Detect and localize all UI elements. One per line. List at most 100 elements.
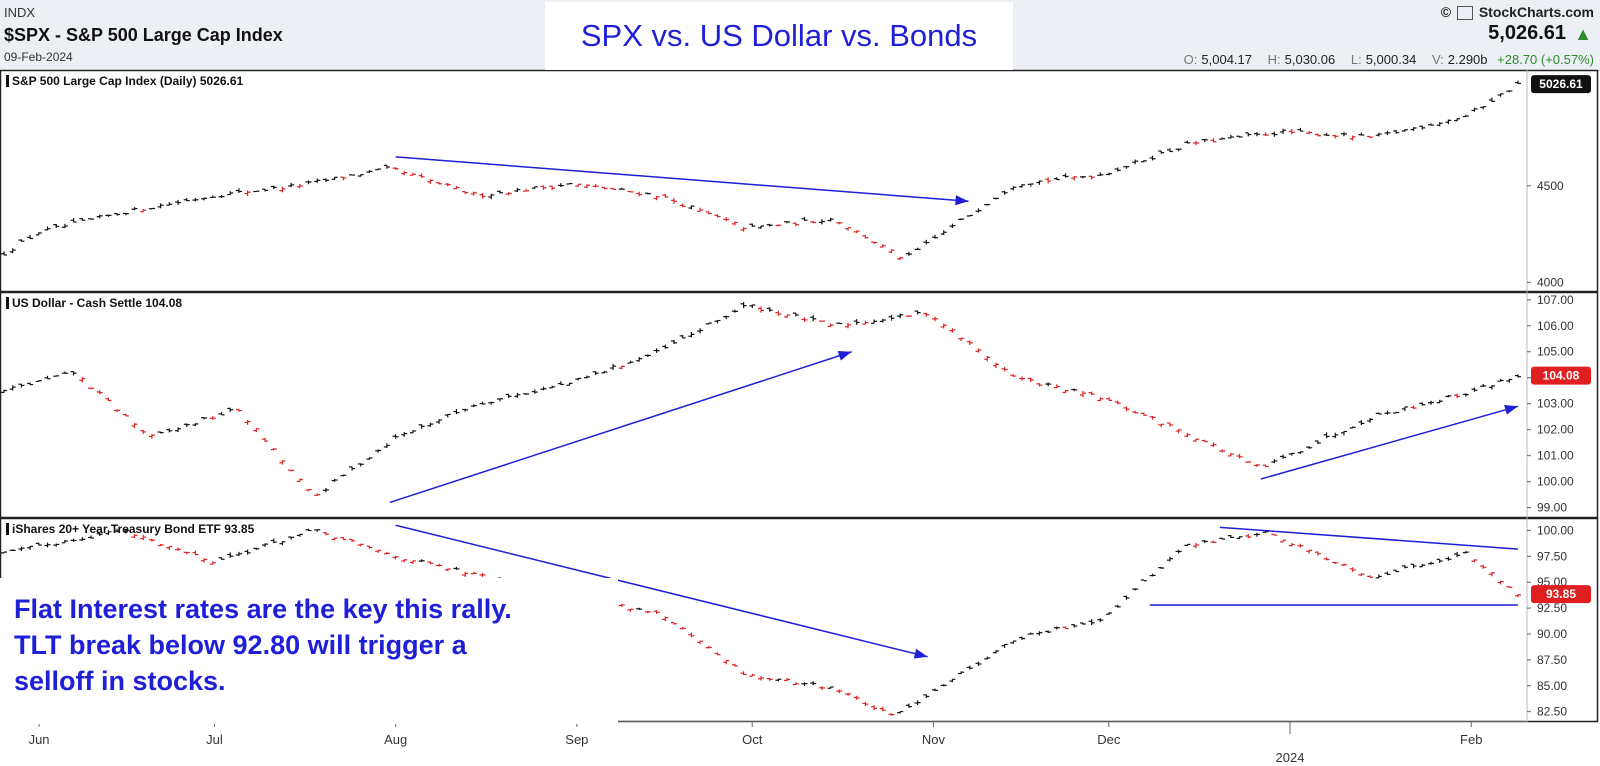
- price-bar: [1132, 159, 1139, 165]
- price-bar: [35, 380, 42, 382]
- price-bar: [801, 216, 808, 221]
- price-bar: [227, 191, 234, 196]
- price-bar: [9, 248, 16, 254]
- trendline-arrowhead: [955, 195, 969, 206]
- price-bar: [262, 437, 269, 442]
- price-bar: [792, 312, 799, 317]
- price-bar: [279, 186, 286, 193]
- price-bar: [1497, 580, 1504, 585]
- price-bar: [984, 656, 991, 660]
- price-bar: [1245, 534, 1252, 539]
- price-bar: [670, 339, 677, 345]
- price-bar: [1375, 574, 1382, 579]
- price-bar: [662, 193, 669, 198]
- price-bar: [845, 322, 852, 329]
- price-bar: [1036, 180, 1043, 185]
- price-bar: [479, 193, 486, 199]
- price-bar: [409, 560, 416, 564]
- price-bar: [1123, 595, 1130, 600]
- price-bar: [1488, 385, 1495, 390]
- price-bar: [627, 190, 634, 193]
- price-bar: [1367, 135, 1374, 139]
- price-bar: [697, 328, 704, 334]
- price-bar: [366, 170, 373, 173]
- price-bar: [636, 607, 643, 610]
- price-bar: [1367, 417, 1374, 423]
- y-tick-label: 103.00: [1537, 397, 1574, 411]
- trendline-arrowhead: [913, 648, 928, 659]
- price-bar: [1019, 184, 1026, 188]
- price-bar: [618, 187, 625, 190]
- price-bar: [923, 312, 930, 317]
- price-bar: [27, 234, 34, 240]
- high-value: 5,030.06: [1284, 52, 1336, 67]
- price-bar: [183, 551, 190, 555]
- price-bar: [340, 176, 347, 181]
- price-bar: [1132, 588, 1139, 591]
- price-bar: [1401, 129, 1408, 132]
- y-tick-label: 97.50: [1537, 549, 1567, 563]
- price-bar: [949, 328, 956, 333]
- y-tick-label: 101.00: [1537, 449, 1574, 463]
- price-bar: [357, 174, 364, 177]
- price-bar: [157, 431, 164, 434]
- price-bar: [253, 547, 260, 550]
- price-bar: [1488, 572, 1495, 577]
- price-bar: [253, 428, 260, 432]
- price-bar: [583, 375, 590, 379]
- price-bar: [383, 164, 390, 169]
- price-bar: [1140, 412, 1147, 416]
- price-bar: [401, 559, 408, 563]
- price-bar: [496, 398, 503, 402]
- price-bar: [705, 646, 712, 649]
- price-bar: [766, 307, 773, 312]
- price-bar: [436, 419, 443, 424]
- price-bar: [940, 230, 947, 236]
- price-bar: [1149, 415, 1156, 420]
- price-bar: [1393, 569, 1400, 573]
- price-bar: [1088, 175, 1095, 180]
- price-bar: [166, 428, 173, 433]
- price-bar: [897, 257, 904, 260]
- price-bar: [157, 543, 164, 547]
- change-value: +28.70 (+0.57%): [1497, 52, 1594, 67]
- price-bar: [462, 571, 469, 577]
- price-bar: [148, 538, 155, 542]
- price-bar: [784, 677, 791, 682]
- price-bar: [1271, 131, 1278, 137]
- price-bar: [1114, 604, 1121, 608]
- price-bar: [1236, 135, 1243, 138]
- price-bar: [1175, 429, 1182, 434]
- price-bar: [1088, 619, 1095, 626]
- price-bar: [70, 218, 77, 223]
- price-bar: [44, 542, 51, 548]
- trendline: [1260, 405, 1519, 480]
- panel-title-marker: [6, 523, 9, 535]
- stockcharts-logo[interactable]: © StockCharts.com: [1441, 4, 1594, 21]
- x-axis: Jun Jul Aug Sep Oct Nov Dec Feb 2024: [0, 721, 1527, 765]
- price-bar: [114, 528, 121, 533]
- price-bar: [444, 182, 451, 187]
- price-bar: [1471, 559, 1478, 563]
- price-bar: [131, 423, 138, 429]
- price-bar: [1, 551, 7, 554]
- price-bar: [670, 621, 677, 625]
- price-bar: [740, 227, 747, 232]
- price-bar: [1401, 565, 1408, 569]
- price-bar: [1375, 132, 1382, 137]
- price-bar: [932, 316, 939, 322]
- panel-title-marker: [6, 297, 9, 309]
- price-bar: [114, 212, 121, 216]
- price-bar: [966, 340, 973, 346]
- price-bar: [801, 317, 808, 323]
- price-bar: [1349, 135, 1356, 141]
- price-bar: [375, 549, 382, 553]
- price-bar: [488, 401, 495, 405]
- price-bar: [305, 488, 312, 492]
- annotation-note-line: TLT break below 92.80 will trigger a: [14, 630, 467, 660]
- price-bar: [775, 310, 782, 316]
- price-bar: [1140, 579, 1147, 582]
- price-bar: [1, 389, 7, 393]
- price-bar: [175, 427, 182, 432]
- price-bar: [1079, 622, 1086, 625]
